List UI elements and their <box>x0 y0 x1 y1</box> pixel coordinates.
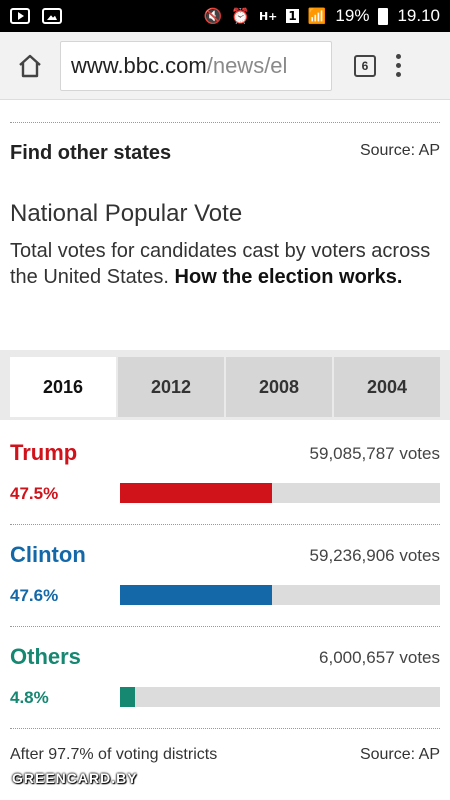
candidate-votes: 6,000,657 votes <box>319 648 440 667</box>
divider <box>10 626 440 627</box>
description-text: Total votes for candidates cast by voter… <box>10 240 431 288</box>
candidate-row-others: Others 6,000,657 votes 4.8% <box>10 644 440 744</box>
battery-icon <box>378 7 389 25</box>
sim-icon: 1 <box>286 9 299 23</box>
tab-2004[interactable]: 2004 <box>334 357 440 417</box>
vote-bar-track <box>120 687 440 707</box>
menu-dot-icon <box>396 63 401 68</box>
browser-toolbar: www.bbc.com/news/el 6 <box>0 32 450 100</box>
home-icon <box>19 54 41 77</box>
vote-bar-fill <box>120 483 272 503</box>
vote-bar-fill <box>120 687 136 707</box>
mute-icon: 🔇 <box>203 7 223 25</box>
signal-icon: 📶 <box>307 7 327 25</box>
section-description: Total votes for candidates cast by voter… <box>10 238 440 290</box>
status-bar: 🔇 ⏰ H+ 1 📶 19% 19.10 <box>0 0 450 32</box>
vote-bar-fill <box>120 585 273 605</box>
section-title: National Popular Vote <box>10 200 243 227</box>
vote-bar-track <box>120 483 440 503</box>
tab-2012[interactable]: 2012 <box>118 357 224 417</box>
divider <box>10 524 440 525</box>
year-tabs: 2016 2012 2008 2004 <box>10 357 440 417</box>
divider <box>10 122 440 123</box>
candidate-row-trump: Trump 59,085,787 votes 47.5% <box>10 440 440 540</box>
url-path: /news/el <box>206 52 288 78</box>
candidate-name: Trump <box>10 440 78 465</box>
alarm-icon: ⏰ <box>231 7 250 25</box>
menu-dot-icon <box>396 54 401 59</box>
candidate-percent: 47.6% <box>10 586 59 605</box>
how-election-works-link[interactable]: How the election works. <box>174 266 403 288</box>
candidate-percent: 4.8% <box>10 688 49 707</box>
url-host: www.bbc.com <box>71 52 207 78</box>
divider <box>10 728 440 729</box>
candidate-name: Others <box>10 644 81 669</box>
url-bar[interactable]: www.bbc.com/news/el <box>60 40 332 91</box>
candidate-percent: 47.5% <box>10 484 59 503</box>
source-label: Source: AP <box>359 142 440 159</box>
battery-percent: 19% <box>335 6 370 25</box>
candidate-votes: 59,236,906 votes <box>309 546 440 565</box>
footer-source: Source: AP <box>359 746 440 763</box>
footer-note: After 97.7% of voting districts <box>10 746 218 763</box>
network-icon: H+ <box>258 9 278 23</box>
watermark: GREENCARD.BY <box>12 770 138 786</box>
home-button[interactable] <box>10 46 50 86</box>
candidate-row-clinton: Clinton 59,236,906 votes 47.6% <box>10 542 440 642</box>
youtube-icon <box>10 8 30 24</box>
tab-switcher-button[interactable]: 6 <box>354 54 376 77</box>
menu-dot-icon <box>396 72 401 77</box>
find-other-states-link[interactable]: Find other states <box>10 142 172 164</box>
tab-2016[interactable]: 2016 <box>10 357 116 417</box>
vote-bar-track <box>120 585 440 605</box>
candidate-votes: 59,085,787 votes <box>309 444 440 463</box>
tab-2008[interactable]: 2008 <box>226 357 332 417</box>
overflow-menu-button[interactable] <box>396 54 401 77</box>
image-icon <box>42 8 62 24</box>
candidate-name: Clinton <box>10 542 86 567</box>
clock-time: 19.10 <box>397 6 440 25</box>
